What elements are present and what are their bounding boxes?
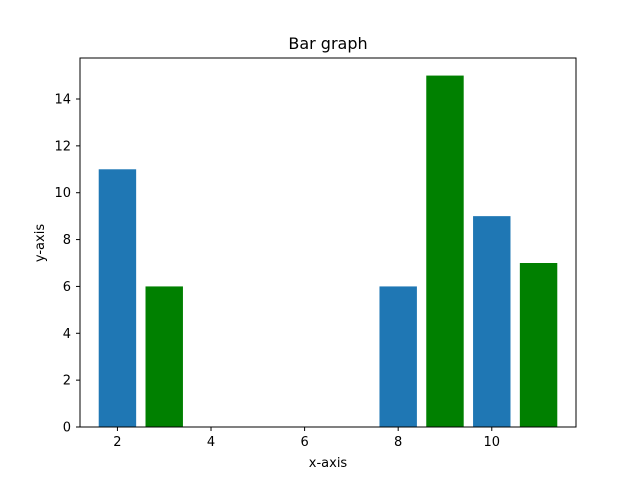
y-tick-label: 8 <box>63 233 71 248</box>
bar-s2-x9 <box>426 75 464 428</box>
chart-title: Bar graph <box>288 34 367 53</box>
bars-group <box>98 75 558 428</box>
y-tick-label: 10 <box>54 186 71 201</box>
y-tick-label: 12 <box>54 139 71 154</box>
y-tick-label: 6 <box>63 280 71 295</box>
x-tick-label: 2 <box>113 435 121 450</box>
y-tick-label: 0 <box>63 421 71 436</box>
bar-s2-x11 <box>519 263 558 427</box>
y-tick-label: 2 <box>63 374 71 389</box>
bar-s1-x10 <box>473 216 511 427</box>
x-tick-label: 10 <box>484 435 501 450</box>
x-axis-label: x-axis <box>309 456 348 471</box>
x-tick-label: 6 <box>300 435 308 450</box>
x-tick-label: 4 <box>207 435 215 450</box>
y-axis-label: y-axis <box>33 224 48 262</box>
bar-s1-x2 <box>98 169 137 428</box>
plot-area-frame <box>79 57 577 428</box>
x-tick-label: 8 <box>394 435 402 450</box>
x-axis-ticks: 2 4 6 8 10 <box>113 427 500 450</box>
y-tick-label: 4 <box>63 327 71 342</box>
y-tick-label: 14 <box>54 93 71 108</box>
y-axis-ticks: 0 2 4 6 8 10 12 14 <box>54 93 80 436</box>
bar-s2-x3 <box>145 286 183 427</box>
bar-s1-x8 <box>379 286 417 427</box>
